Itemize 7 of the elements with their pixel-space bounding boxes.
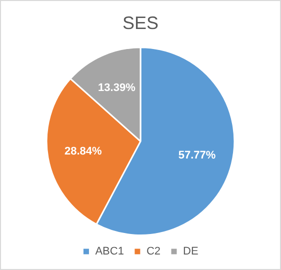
legend-label: ABC1 (95, 246, 124, 258)
data-label: 28.84% (64, 146, 102, 158)
data-label: 57.77% (178, 149, 216, 162)
legend-label: C2 (146, 246, 161, 258)
data-label: 13.39% (98, 82, 136, 94)
chart-title: SES (122, 12, 159, 33)
legend-label: DE (183, 246, 198, 258)
